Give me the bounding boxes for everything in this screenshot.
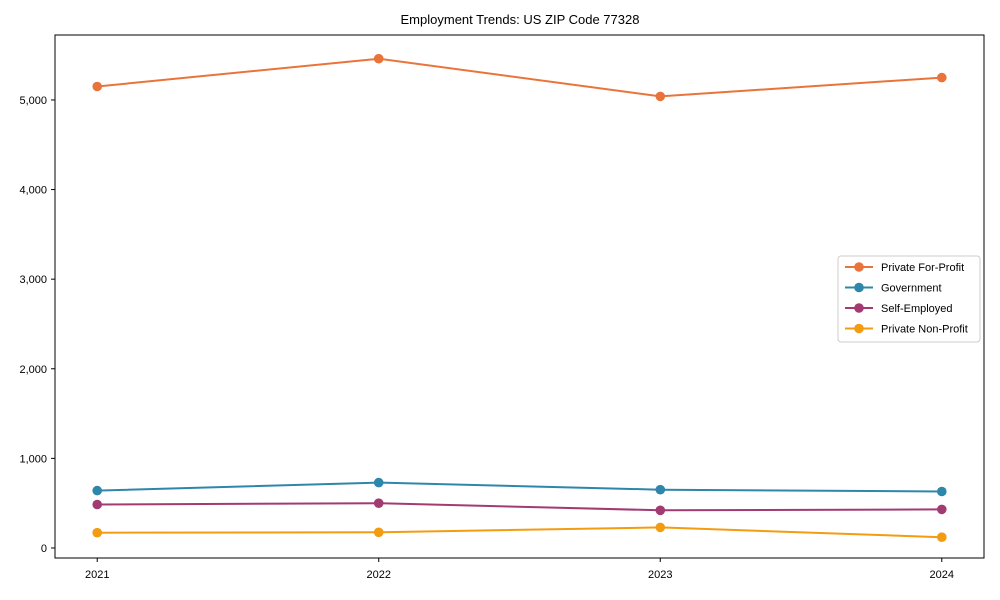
series-private-for-profit [92, 53, 947, 102]
legend-item-private-for-profit: Private For-Profit [845, 262, 964, 274]
series-government [92, 477, 947, 497]
y-tick-label: 5,000 [19, 95, 47, 107]
data-point-self-employed [92, 499, 102, 510]
axes-spines [54, 34, 985, 559]
data-point-self-employed [655, 505, 666, 516]
legend-marker [854, 303, 864, 313]
x-tick-label: 2022 [367, 569, 391, 581]
series-self-employed [92, 498, 947, 516]
legend-label: Private For-Profit [881, 262, 964, 274]
data-point-private-non-profit [373, 527, 384, 538]
data-point-government [92, 485, 102, 496]
data-point-government [373, 477, 384, 488]
data-point-private-for-profit [655, 91, 666, 102]
x-tick-label: 2024 [930, 569, 954, 581]
data-point-private-non-profit [655, 522, 666, 533]
legend-marker [854, 323, 864, 334]
data-point-government [937, 486, 947, 497]
legend-label: Private Non-Profit [881, 324, 968, 336]
legend: Private For-Profit Government Self-Employe… [837, 255, 981, 343]
plot-area: 0 1,000 2,000 3,000 4,000 5,000 2021 2022 2023 20… [19, 34, 985, 581]
data-point-private-non-profit [937, 532, 947, 542]
y-tick-label: 0 [41, 543, 47, 555]
y-tick-label: 3,000 [19, 274, 47, 286]
legend-item-government: Government [845, 283, 942, 295]
data-point-self-employed [373, 498, 384, 509]
series-line-government [97, 481, 942, 493]
legend-item-self-employed: Self-Employed [845, 303, 953, 315]
chart-title: Employment Trends: US ZIP Code 77328 [401, 12, 640, 27]
legend-marker [854, 282, 864, 293]
series-private-non-profit [92, 522, 947, 542]
series-line-self-employed [97, 502, 942, 512]
series-line-private-non-profit [97, 526, 942, 539]
y-tick-label: 2,000 [19, 364, 47, 376]
y-tick-label: 4,000 [19, 185, 47, 197]
data-point-private-for-profit [937, 72, 947, 83]
data-point-private-non-profit [92, 527, 102, 538]
legend-label: Government [881, 283, 942, 295]
data-point-private-for-profit [92, 81, 102, 92]
data-point-government [655, 484, 666, 495]
y-tick-label: 1,000 [19, 453, 47, 465]
data-point-private-for-profit [373, 53, 384, 64]
x-tick-label: 2021 [85, 569, 109, 581]
series-line-private-for-profit [97, 57, 942, 98]
legend-label: Self-Employed [881, 303, 953, 315]
data-point-self-employed [937, 504, 947, 515]
legend-box [837, 255, 981, 343]
legend-marker [854, 262, 864, 272]
legend-item-private-non-profit: Private Non-Profit [845, 324, 968, 336]
x-tick-label: 2023 [648, 569, 672, 581]
